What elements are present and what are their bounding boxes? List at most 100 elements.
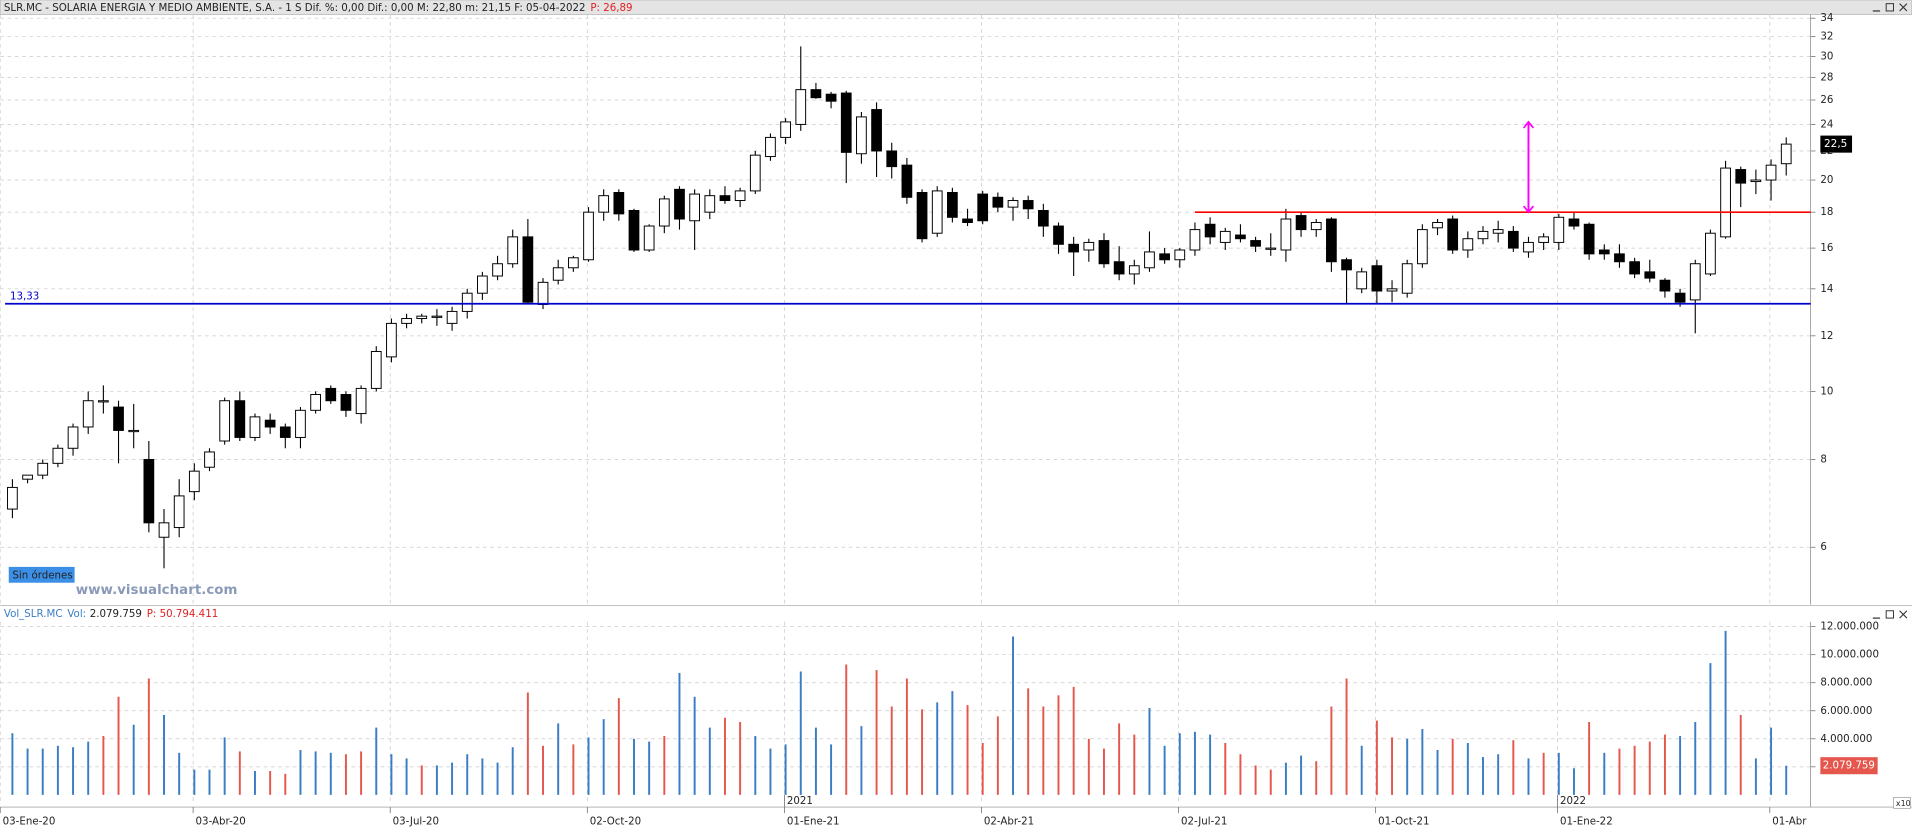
arrow-head (1522, 120, 1535, 129)
y-tick-label: 16 (1820, 242, 1833, 254)
x-tick-label: 03-Ene-20 (3, 816, 56, 828)
candle-body (704, 195, 716, 213)
y-tick-label: 30 (1820, 50, 1833, 62)
x-tick-label: 02-Oct-20 (590, 816, 641, 828)
candle-body (1235, 234, 1246, 240)
y-tick-label: 18 (1820, 206, 1833, 218)
candle-body (643, 225, 655, 251)
header-text: SLR.MC - SOLARIA ENERGIA Y MEDIO AMBIENT… (4, 2, 586, 14)
horizontal-line-label: 13,33 (10, 290, 39, 302)
candle-body (446, 310, 458, 324)
candle-body (188, 470, 200, 493)
candle-body (674, 188, 685, 220)
volume-label: Vol: (67, 608, 86, 620)
candle-body (401, 318, 412, 324)
candle-body (1462, 238, 1474, 251)
candle-body (522, 236, 534, 303)
candle-body (552, 267, 564, 281)
candle-body (1583, 223, 1595, 255)
candle-body (583, 211, 594, 261)
x-tick-label: 01-Abr (1772, 816, 1807, 828)
scale-label: x10 (1896, 799, 1911, 808)
candle-body (82, 400, 94, 428)
window-buttons[interactable] (1872, 3, 1908, 12)
close-button[interactable] (1899, 610, 1908, 619)
candle-body (1174, 249, 1186, 261)
y-tick-label: 10 (1820, 385, 1833, 397)
candle-body (234, 400, 246, 438)
candle-body (1477, 230, 1489, 240)
last-price-box (1820, 135, 1853, 153)
candle-body (1568, 218, 1580, 227)
last-volume-label: 2.079.759 (1823, 760, 1875, 772)
candle-body (1113, 261, 1125, 275)
candle-body (1219, 230, 1231, 243)
arrow-head (1522, 205, 1535, 214)
y-tick-label: 6 (1820, 541, 1827, 553)
candle-body (1750, 179, 1762, 183)
year-label: 2022 (1560, 795, 1586, 807)
y-tick-label: 10.000.000 (1820, 649, 1879, 661)
candle-body (598, 195, 610, 213)
candle-body (658, 198, 670, 227)
last-volume-box (1820, 757, 1878, 775)
candle-body (689, 193, 701, 222)
candle-body (1538, 236, 1550, 243)
candle-body (1341, 259, 1352, 271)
candle-body (22, 474, 33, 480)
candle-body (886, 150, 898, 168)
maximize-button[interactable] (1885, 610, 1894, 619)
candle-body (1128, 265, 1140, 275)
candle-body (507, 236, 519, 265)
candle-body (947, 191, 958, 218)
x-tick-label: 03-Abr-20 (196, 816, 246, 828)
candle-body (1326, 218, 1337, 263)
candle-body (264, 419, 276, 428)
candle-body (416, 315, 428, 320)
year-label: 2021 (787, 795, 813, 807)
candle-body (901, 164, 913, 198)
candle-body (113, 406, 124, 431)
candle-body (295, 409, 306, 438)
candle-body (1720, 167, 1731, 238)
close-button[interactable] (1899, 3, 1908, 12)
candle-body (1371, 265, 1383, 292)
orders-badge[interactable] (8, 566, 75, 583)
orders-label[interactable]: Sin órdenes (12, 569, 72, 581)
candle-body (1265, 247, 1277, 250)
candle-body (1659, 279, 1671, 292)
candle-body (158, 522, 170, 538)
volume-value: 2.079.759 (90, 608, 142, 620)
candle-body (1401, 263, 1413, 294)
candle-body (1523, 241, 1534, 253)
watermark: www.visualchart.com (76, 583, 238, 598)
candle-body (1068, 243, 1080, 253)
candle-body (1144, 251, 1155, 269)
candle-body (7, 486, 18, 510)
y-tick-label: 32 (1820, 31, 1833, 43)
y-tick-label: 28 (1820, 71, 1833, 83)
candle-body (1644, 271, 1656, 279)
maximize-button[interactable] (1885, 3, 1894, 12)
y-tick-label: 26 (1820, 94, 1833, 106)
y-tick-label: 14 (1820, 283, 1833, 295)
candle-body (840, 92, 852, 153)
volume-window-buttons[interactable] (1872, 610, 1908, 619)
x-tick-label: 01-Ene-22 (1560, 816, 1613, 828)
candle-body (1780, 143, 1792, 165)
candle-body (1507, 230, 1519, 249)
candle-body (1083, 241, 1095, 251)
candle-body (1447, 218, 1459, 251)
y-tick-label: 8 (1820, 453, 1827, 465)
candle-body (871, 109, 882, 152)
candle-body (1022, 200, 1034, 210)
candle-body (1765, 164, 1777, 181)
candle-body (1598, 249, 1610, 255)
candle-body (1629, 261, 1640, 275)
candle-body (37, 462, 49, 476)
volume-price: P: 50.794.411 (147, 608, 218, 620)
scale-box (1893, 796, 1911, 809)
